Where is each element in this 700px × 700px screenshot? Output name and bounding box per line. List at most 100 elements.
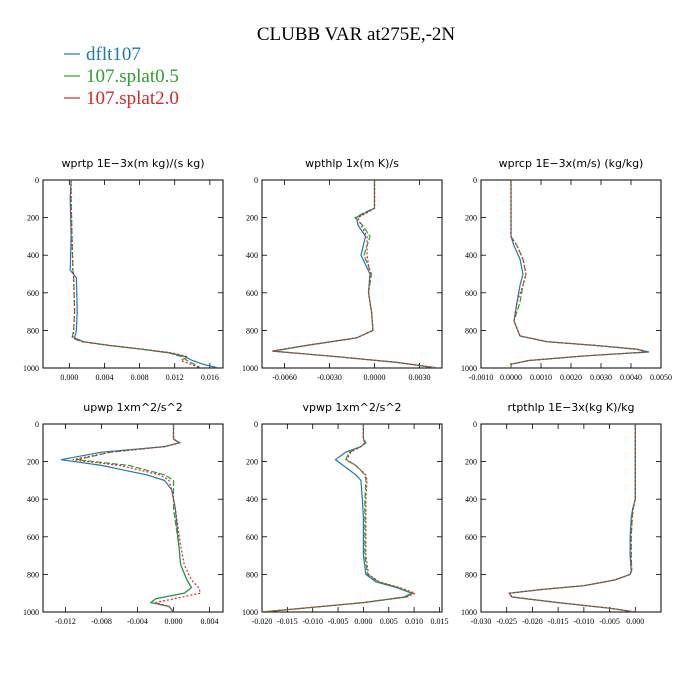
y-tick-label: 200 xyxy=(465,458,477,467)
x-tick-label: 0.0000 xyxy=(364,373,386,382)
y-tick-label: 0 xyxy=(473,420,477,429)
plot-frame xyxy=(261,179,443,369)
x-tick-label: 0.004 xyxy=(201,617,219,626)
x-tick-label: -0.030 xyxy=(471,617,492,626)
panel-title: rtpthlp 1E−3x(kg K)/kg xyxy=(507,401,634,414)
x-tick-label: -0.008 xyxy=(91,617,112,626)
series-line-107.splat2.0 xyxy=(70,180,202,368)
legend-label: dflt107 xyxy=(86,44,141,65)
series-line-dflt107 xyxy=(60,424,193,612)
x-tick-label: 0.0000 xyxy=(500,373,522,382)
plot-frame xyxy=(261,423,443,613)
figure-title: CLUBB VAR at275E,-2N xyxy=(257,24,456,45)
panel: wpthlp 1x(m K)/s 0 200 400 600 800 1000 -0.0060… xyxy=(242,157,443,382)
x-tick-label: 0.0040 xyxy=(620,373,642,382)
x-tick-label: -0.010 xyxy=(302,617,323,626)
x-tick-label: 0.016 xyxy=(201,373,219,382)
panel: upwp 1xm^2/s^2 0 200 400 600 800 1000 -0.012 -0.… xyxy=(23,401,224,626)
x-tick-label: -0.015 xyxy=(548,617,569,626)
series-line-dflt107 xyxy=(272,180,438,368)
series-line-107.splat0.5 xyxy=(77,424,193,612)
x-tick-label: -0.0030 xyxy=(317,373,342,382)
series-line-107.splat0.5 xyxy=(272,180,438,368)
y-tick-label: 800 xyxy=(465,570,477,579)
series-line-107.splat0.5 xyxy=(508,424,636,612)
y-tick-label: 400 xyxy=(27,495,39,504)
y-tick-label: 200 xyxy=(246,458,258,467)
y-tick-label: 800 xyxy=(246,570,258,579)
x-tick-label: -0.005 xyxy=(599,617,620,626)
x-tick-label: -0.0060 xyxy=(272,373,297,382)
panel-title: wprcp 1E−3x(m/s) (kg/kg) xyxy=(499,157,644,170)
series-line-107.splat0.5 xyxy=(70,180,202,368)
x-tick-label: -0.012 xyxy=(55,617,76,626)
y-tick-label: 1000 xyxy=(242,364,258,373)
y-tick-label: 200 xyxy=(27,458,39,467)
series-line-107.splat2.0 xyxy=(262,424,417,612)
y-tick-label: 1000 xyxy=(242,608,258,617)
x-tick-label: 0.015 xyxy=(430,617,448,626)
panel-grid: wprtp 1E−3x(m kg)/(s kg) 0 200 400 600 800 100… xyxy=(23,157,672,626)
series-line-dflt107 xyxy=(508,424,636,612)
y-tick-label: 0 xyxy=(35,420,39,429)
y-tick-label: 400 xyxy=(465,251,477,260)
x-tick-label: 0.010 xyxy=(405,617,423,626)
panel-title: upwp 1xm^2/s^2 xyxy=(83,401,183,414)
y-tick-label: 400 xyxy=(246,495,258,504)
x-tick-label: 0.012 xyxy=(166,373,184,382)
series-line-107.splat2.0 xyxy=(272,180,438,368)
y-tick-label: 1000 xyxy=(461,364,477,373)
x-tick-label: 0.0050 xyxy=(650,373,672,382)
plot-frame xyxy=(42,179,224,369)
x-tick-label: -0.010 xyxy=(574,617,595,626)
series-line-dflt107 xyxy=(510,180,650,368)
y-tick-label: 0 xyxy=(35,176,39,185)
series-line-dflt107 xyxy=(262,424,414,612)
series-line-107.splat0.5 xyxy=(262,424,414,612)
y-tick-label: 200 xyxy=(246,214,258,223)
y-tick-label: 800 xyxy=(465,326,477,335)
series-line-107.splat2.0 xyxy=(72,424,202,612)
y-tick-label: 600 xyxy=(465,533,477,542)
y-tick-label: 800 xyxy=(246,326,258,335)
x-tick-label: -0.0010 xyxy=(469,373,494,382)
series-line-107.splat2.0 xyxy=(508,424,636,612)
plot-frame xyxy=(42,423,224,613)
y-tick-label: 800 xyxy=(27,326,39,335)
x-tick-label: 0.004 xyxy=(95,373,113,382)
series-line-dflt107 xyxy=(69,180,219,368)
y-tick-label: 800 xyxy=(27,570,39,579)
x-tick-label: 0.000 xyxy=(165,617,183,626)
x-tick-label: 0.0030 xyxy=(409,373,431,382)
x-tick-label: 0.008 xyxy=(131,373,149,382)
y-tick-label: 400 xyxy=(465,495,477,504)
x-tick-label: -0.004 xyxy=(127,617,148,626)
y-tick-label: 1000 xyxy=(461,608,477,617)
y-tick-label: 600 xyxy=(465,289,477,298)
y-tick-label: 200 xyxy=(27,214,39,223)
y-tick-label: 600 xyxy=(246,533,258,542)
x-tick-label: 0.005 xyxy=(380,617,398,626)
x-tick-label: -0.025 xyxy=(496,617,517,626)
plot-frame xyxy=(480,179,662,369)
y-tick-label: 0 xyxy=(254,420,258,429)
legend-label: 107.splat0.5 xyxy=(86,66,179,87)
x-tick-label: -0.020 xyxy=(252,617,273,626)
panel: wprcp 1E−3x(m/s) (kg/kg) 0 200 400 600 800 100… xyxy=(461,157,672,382)
x-tick-label: 0.0030 xyxy=(590,373,612,382)
panel: vpwp 1xm^2/s^2 0 200 400 600 800 1000-0.020 -0.… xyxy=(242,401,448,626)
legend-label: 107.splat2.0 xyxy=(86,88,179,109)
y-tick-label: 600 xyxy=(246,289,258,298)
x-tick-label: 0.0020 xyxy=(560,373,582,382)
panel-title: wpthlp 1x(m K)/s xyxy=(305,157,399,170)
y-tick-label: 400 xyxy=(246,251,258,260)
x-tick-label: -0.005 xyxy=(328,617,349,626)
plot-frame xyxy=(480,423,662,613)
y-tick-label: 200 xyxy=(465,214,477,223)
x-tick-label: 0.000 xyxy=(60,373,78,382)
x-tick-label: 0.000 xyxy=(354,617,372,626)
y-tick-label: 0 xyxy=(473,176,477,185)
y-tick-label: 400 xyxy=(27,251,39,260)
x-tick-label: -0.015 xyxy=(277,617,298,626)
